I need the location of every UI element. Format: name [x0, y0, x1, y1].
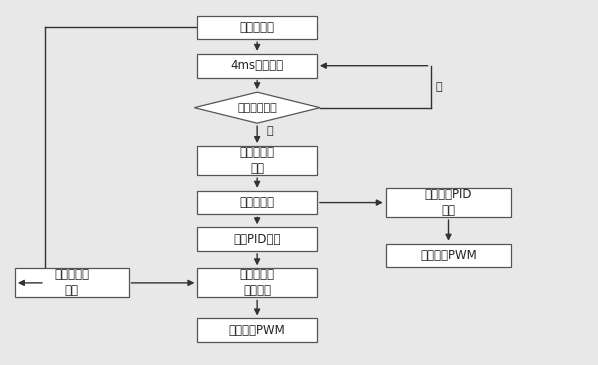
Text: 系统初始化: 系统初始化	[240, 21, 274, 34]
FancyBboxPatch shape	[197, 191, 317, 215]
Text: 捕获接收机
信号: 捕获接收机 信号	[54, 268, 89, 297]
Text: 是否到达定时: 是否到达定时	[237, 103, 277, 113]
Text: 输出电机PWM: 输出电机PWM	[229, 324, 285, 337]
Polygon shape	[194, 92, 320, 123]
Text: 姿态角解算: 姿态角解算	[240, 196, 274, 209]
Text: 是: 是	[266, 126, 273, 136]
FancyBboxPatch shape	[197, 268, 317, 297]
FancyBboxPatch shape	[197, 227, 317, 251]
FancyBboxPatch shape	[197, 15, 317, 39]
Text: 4ms定时等待: 4ms定时等待	[231, 59, 283, 72]
Text: 输出舰机PWM: 输出舰机PWM	[420, 249, 477, 262]
Text: 遥控指令与
平衡融合: 遥控指令与 平衡融合	[240, 268, 274, 297]
Text: 读取传感器
数据: 读取传感器 数据	[240, 146, 274, 175]
Text: 否: 否	[435, 82, 442, 92]
Text: 伺服舰机PID
计算: 伺服舰机PID 计算	[425, 188, 472, 217]
FancyBboxPatch shape	[15, 268, 129, 297]
FancyBboxPatch shape	[197, 146, 317, 175]
FancyBboxPatch shape	[197, 318, 317, 342]
Text: 电机PID计算: 电机PID计算	[233, 233, 281, 246]
FancyBboxPatch shape	[197, 54, 317, 78]
FancyBboxPatch shape	[386, 244, 511, 267]
FancyBboxPatch shape	[386, 188, 511, 217]
